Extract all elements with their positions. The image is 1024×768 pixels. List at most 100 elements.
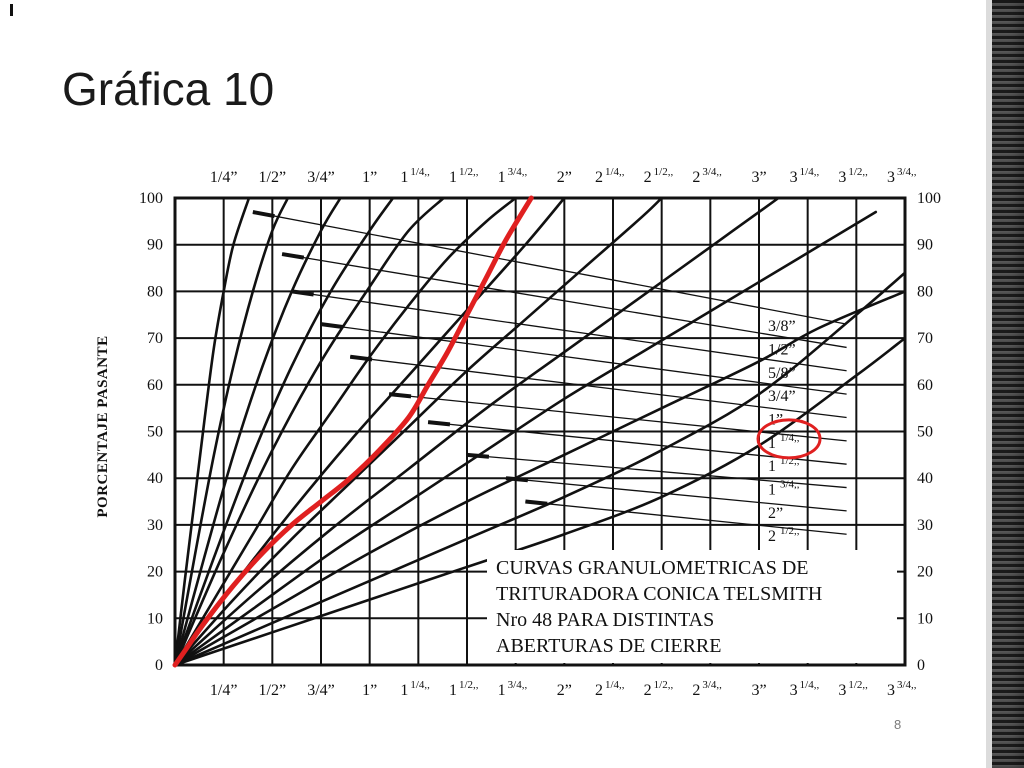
guide-dash <box>525 499 548 506</box>
x-tick-label-top: 1 <box>498 169 506 186</box>
y-tick-label-right: 30 <box>917 517 933 534</box>
x-tick-label-top-sup: 1/2,, <box>654 166 674 178</box>
x-tick-label-bottom-sup: 1/2,, <box>459 679 479 691</box>
x-tick-label-top: 2 <box>692 169 700 186</box>
x-tick-label-top: 3 <box>790 169 798 186</box>
guide-line <box>320 323 847 395</box>
curve-label: 1 <box>768 435 776 452</box>
x-tick-label-top-sup: 1/2,, <box>848 166 868 178</box>
annotation-line: CURVAS GRANULOMETRICAS DE <box>496 557 809 579</box>
y-tick-label-right: 80 <box>917 283 933 300</box>
corner-mark <box>10 4 13 16</box>
y-tick-label-right: 50 <box>917 424 933 441</box>
x-tick-label-bottom: 1/2” <box>259 682 287 699</box>
curve-label: 1 <box>768 458 776 475</box>
x-tick-label-top-sup: 3/4,, <box>508 166 528 178</box>
guide-line <box>389 393 847 442</box>
x-tick-label-bottom-sup: 1/4,, <box>800 679 820 691</box>
y-tick-label-left: 60 <box>147 377 163 394</box>
x-tick-label-bottom: 3 <box>838 682 846 699</box>
guide-line <box>350 356 847 419</box>
x-tick-label-top-sup: 1/4,, <box>410 166 430 178</box>
curve-11 <box>173 271 907 667</box>
curve-10 <box>173 290 907 667</box>
x-tick-label-top: 3 <box>887 169 895 186</box>
y-tick-label-right: 10 <box>917 610 933 627</box>
y-tick-label-right: 70 <box>917 330 933 347</box>
highlighted-curve <box>172 195 534 668</box>
curve-label: 3/4” <box>768 388 796 405</box>
guide-dash <box>252 210 275 219</box>
granulometric-chart: 0 0 10 10 20 20 30 30 40 40 50 50 60 60 70 70 80 80 90 90 10… <box>95 166 941 699</box>
curve-label: 2” <box>768 505 783 522</box>
y-tick-label-left: 70 <box>147 330 163 347</box>
curve-9 <box>173 210 878 667</box>
x-tick-label-top-sup: 3/4,, <box>702 166 722 178</box>
curve-label-sup: 1/2,, <box>780 525 800 537</box>
y-tick-label-right: 90 <box>917 237 933 254</box>
x-tick-label-bottom: 3/4” <box>307 682 335 699</box>
x-tick-label-bottom-sup: 1/2,, <box>654 679 674 691</box>
x-tick-label-top: 3/4” <box>307 169 335 186</box>
axis-labels: 0 0 10 10 20 20 30 30 40 40 50 50 60 60 70 70 80 80 90 90 10… <box>95 166 941 699</box>
x-tick-label-bottom-sup: 1/2,, <box>848 679 868 691</box>
guide-line <box>281 253 847 349</box>
guide-line <box>505 477 847 512</box>
x-tick-label-bottom: 1 <box>400 682 408 699</box>
y-tick-label-left: 80 <box>147 283 163 300</box>
x-tick-label-top: 1/2” <box>259 169 287 186</box>
x-tick-label-top: 2 <box>595 169 603 186</box>
curve-4 <box>173 196 445 667</box>
x-tick-label-top-sup: 1/2,, <box>459 166 479 178</box>
annotation: CURVAS GRANULOMETRICAS DE TRITURADORA CON… <box>496 557 822 657</box>
x-tick-label-bottom: 2 <box>595 682 603 699</box>
x-tick-label-bottom-sup: 3/4,, <box>508 679 528 691</box>
x-tick-label-top: 1/4” <box>210 169 238 186</box>
x-tick-label-bottom: 1/4” <box>210 682 238 699</box>
y-tick-label-left: 30 <box>147 517 163 534</box>
x-tick-label-top: 2 <box>644 169 652 186</box>
curve-label: 2 <box>768 528 776 545</box>
y-tick-label-left: 10 <box>147 610 163 627</box>
x-tick-label-top-sup: 1/4,, <box>800 166 820 178</box>
slide-frame-border <box>986 0 1024 768</box>
curve-12 <box>173 336 907 667</box>
curve-3 <box>173 196 395 667</box>
guide-line <box>252 211 847 325</box>
y-tick-label-left: 20 <box>147 564 163 581</box>
y-axis-title: PORCENTAJE PASANTE <box>95 335 111 517</box>
x-tick-label-bottom: 2 <box>692 682 700 699</box>
guide-dash <box>291 289 314 297</box>
curve-label: 1 <box>768 482 776 499</box>
guide-dash <box>505 476 529 483</box>
y-tick-label-left: 40 <box>147 470 163 487</box>
curve-label: 1/2” <box>768 341 796 358</box>
highlight-circle <box>756 418 822 460</box>
guide-line <box>466 454 847 489</box>
x-tick-label-top: 1” <box>362 169 377 186</box>
curve-7 <box>173 196 663 667</box>
curve-label: 3/8” <box>768 318 796 335</box>
x-tick-label-bottom: 2 <box>644 682 652 699</box>
x-tick-label-top: 3 <box>838 169 846 186</box>
y-tick-label-right: 60 <box>917 377 933 394</box>
y-tick-label-right: 100 <box>917 190 941 207</box>
curve-2 <box>173 196 342 667</box>
x-tick-label-bottom-sup: 3/4,, <box>702 679 722 691</box>
curve-0 <box>173 196 251 667</box>
x-tick-label-bottom: 1 <box>498 682 506 699</box>
y-tick-label-right: 40 <box>917 470 933 487</box>
curve-1 <box>173 196 290 667</box>
guide-line <box>291 290 847 372</box>
x-tick-label-top-sup: 1/4,, <box>605 166 625 178</box>
y-tick-label-left: 0 <box>155 657 163 674</box>
annotation-line: ABERTURAS DE CIERRE <box>496 635 721 657</box>
x-tick-label-bottom-sup: 1/4,, <box>605 679 625 691</box>
guide-dash <box>320 322 344 329</box>
x-tick-label-bottom: 3” <box>751 682 766 699</box>
y-tick-label-left: 50 <box>147 424 163 441</box>
curve-label-sup: 1/4,, <box>780 432 800 444</box>
y-tick-label-left: 100 <box>139 190 163 207</box>
x-tick-label-top: 2” <box>557 169 572 186</box>
x-tick-label-bottom: 3 <box>887 682 895 699</box>
